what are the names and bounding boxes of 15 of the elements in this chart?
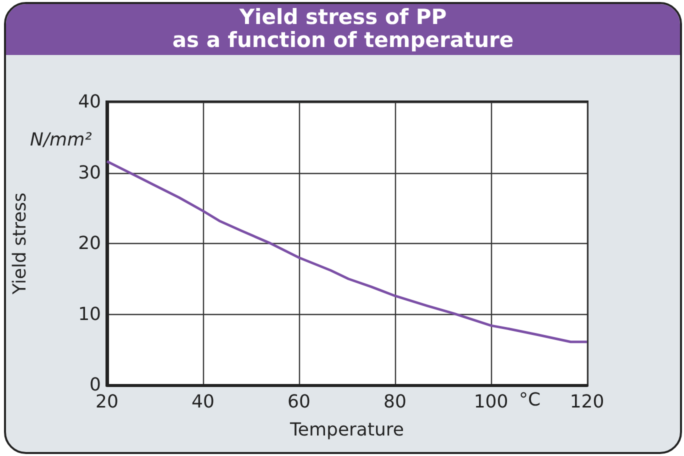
x-tick-label: 120 <box>570 392 604 412</box>
line-series <box>106 160 588 344</box>
text: °C <box>519 390 541 410</box>
x-axis-title: Temperature <box>288 420 404 440</box>
x-tick-label: 60 <box>288 392 310 412</box>
y-tick-label: 10 <box>78 304 101 325</box>
x-tick-label: 100 <box>474 392 508 412</box>
y-tick-label: 30 <box>78 162 101 184</box>
y-tick-label: 20 <box>78 233 101 254</box>
chart-title: Yield stress of PP as a function of temperature <box>6 4 680 55</box>
x-tick-label: 40 <box>192 392 214 412</box>
y-tick-label: 40 <box>78 92 101 112</box>
y-axis-title: Yield stress <box>10 192 30 296</box>
text: N/mm² <box>30 130 92 150</box>
x-tick-label: 80 <box>384 392 406 412</box>
